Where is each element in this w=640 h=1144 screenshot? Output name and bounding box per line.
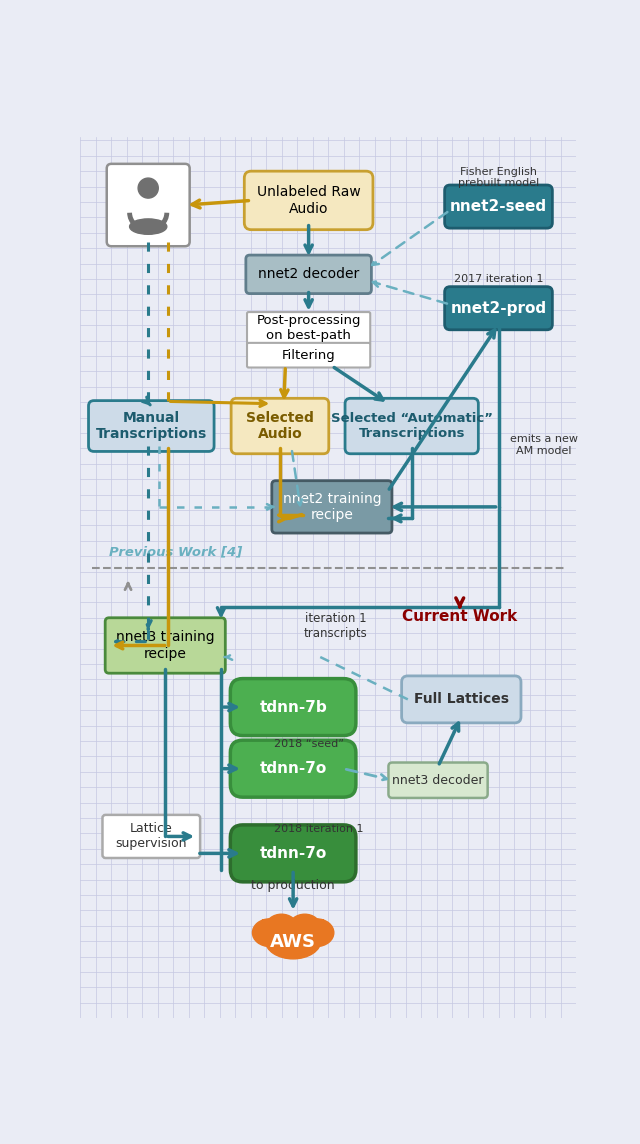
FancyBboxPatch shape <box>107 164 189 246</box>
FancyBboxPatch shape <box>88 400 214 452</box>
FancyBboxPatch shape <box>230 825 356 882</box>
FancyBboxPatch shape <box>445 287 552 329</box>
Ellipse shape <box>265 922 321 959</box>
Text: Selected “Automatic”
Transcriptions: Selected “Automatic” Transcriptions <box>331 412 493 440</box>
FancyBboxPatch shape <box>244 172 373 230</box>
Ellipse shape <box>252 919 287 946</box>
Circle shape <box>138 178 158 198</box>
Text: nnet2-prod: nnet2-prod <box>451 301 547 316</box>
Text: nnet3 training
recipe: nnet3 training recipe <box>116 630 214 660</box>
Text: 2017 iteration 1: 2017 iteration 1 <box>454 273 543 284</box>
Text: nnet3 decoder: nnet3 decoder <box>392 773 484 787</box>
Text: AWS: AWS <box>270 932 316 951</box>
Text: Unlabeled Raw
Audio: Unlabeled Raw Audio <box>257 185 360 215</box>
Text: emits a new
AM model: emits a new AM model <box>510 435 578 456</box>
Text: Fisher English
prebuilt model: Fisher English prebuilt model <box>458 167 539 188</box>
Text: Current Work: Current Work <box>402 609 517 623</box>
Text: iteration 1
transcripts: iteration 1 transcripts <box>304 612 367 641</box>
FancyBboxPatch shape <box>402 676 521 723</box>
FancyBboxPatch shape <box>230 678 356 736</box>
FancyBboxPatch shape <box>388 763 488 799</box>
FancyBboxPatch shape <box>105 618 225 673</box>
Text: Lattice
supervision: Lattice supervision <box>116 823 187 850</box>
FancyBboxPatch shape <box>230 740 356 797</box>
Text: Manual
Transcriptions: Manual Transcriptions <box>95 411 207 442</box>
Ellipse shape <box>289 914 320 939</box>
Ellipse shape <box>266 914 297 939</box>
Text: nnet2 decoder: nnet2 decoder <box>258 268 359 281</box>
Text: Full Lattices: Full Lattices <box>414 692 509 706</box>
Text: to production: to production <box>252 880 335 892</box>
FancyBboxPatch shape <box>272 480 392 533</box>
Text: tdnn-7b: tdnn-7b <box>259 700 327 715</box>
FancyBboxPatch shape <box>247 312 370 344</box>
Text: nnet2 training
recipe: nnet2 training recipe <box>283 492 381 522</box>
Text: tdnn-7o: tdnn-7o <box>259 761 327 776</box>
FancyBboxPatch shape <box>102 815 200 858</box>
FancyBboxPatch shape <box>445 185 552 228</box>
FancyBboxPatch shape <box>247 343 370 367</box>
Ellipse shape <box>299 919 334 946</box>
Ellipse shape <box>129 219 167 235</box>
FancyBboxPatch shape <box>345 398 478 454</box>
Text: 2018 iteration 1: 2018 iteration 1 <box>274 824 364 834</box>
Text: nnet2-seed: nnet2-seed <box>450 199 547 214</box>
Text: Post-processing
on best-path: Post-processing on best-path <box>257 315 361 342</box>
Text: Selected
Audio: Selected Audio <box>246 411 314 442</box>
FancyBboxPatch shape <box>262 919 324 940</box>
FancyBboxPatch shape <box>246 255 371 294</box>
Text: tdnn-7o: tdnn-7o <box>259 845 327 861</box>
FancyBboxPatch shape <box>231 398 329 454</box>
Text: 2018 “seed”: 2018 “seed” <box>274 739 344 749</box>
Text: Filtering: Filtering <box>282 349 335 362</box>
Text: Previous Work [4]: Previous Work [4] <box>109 545 243 558</box>
